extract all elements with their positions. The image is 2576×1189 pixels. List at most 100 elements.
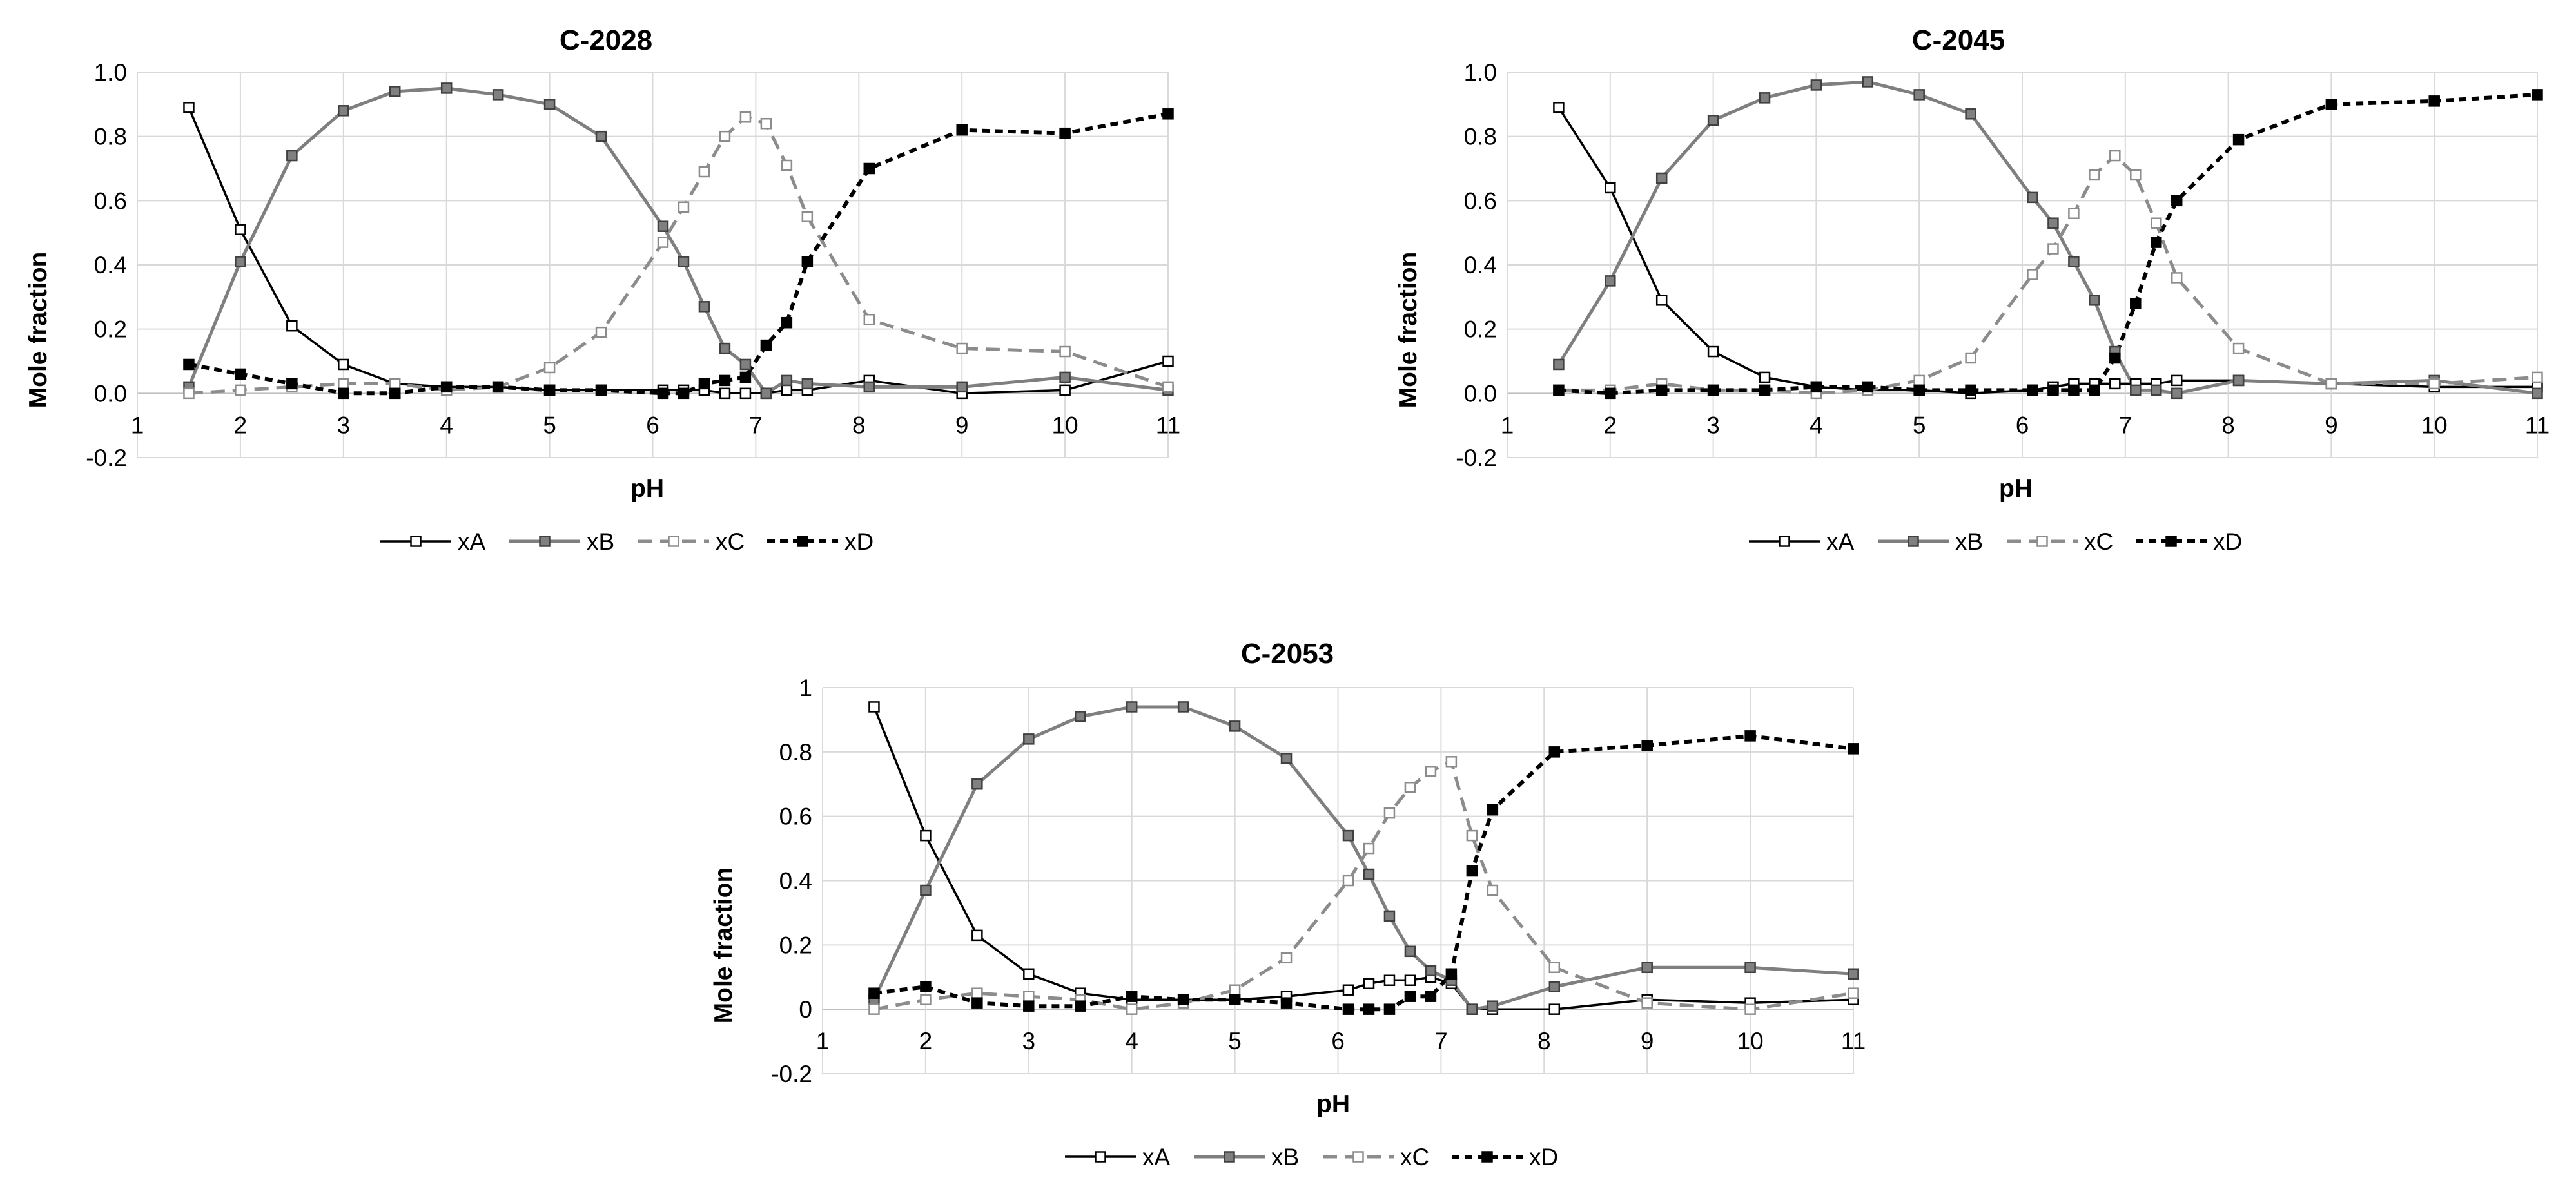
y-tick-label: 0.0 — [1464, 380, 1497, 407]
legend-label-xC: xC — [2084, 528, 2113, 555]
x-tick-label: 3 — [1022, 1028, 1036, 1054]
data-point-xD — [389, 387, 401, 400]
y-tick-label: -0.2 — [1456, 445, 1497, 471]
legend-marker-xC — [668, 536, 679, 547]
data-point-xB — [595, 130, 607, 142]
data-point-xA — [739, 387, 752, 400]
data-point-xC — [2232, 342, 2245, 354]
data-point-xD — [1445, 968, 1458, 980]
x-tick-label: 11 — [2525, 412, 2550, 438]
data-point-xC — [1848, 987, 1859, 999]
data-point-xA — [1605, 182, 1616, 194]
y-tick-label: 0.0 — [94, 380, 127, 407]
x-tick-label: 4 — [440, 412, 453, 438]
y-tick-label: 0.8 — [779, 739, 812, 766]
legend-marker-xC — [2036, 536, 2048, 547]
data-point-xB — [657, 220, 669, 232]
data-point-xA — [719, 387, 731, 400]
x-tick-label: 6 — [1331, 1028, 1345, 1054]
data-point-xC — [1425, 766, 1437, 777]
data-point-xD — [595, 384, 607, 396]
x-tick-label: 6 — [2016, 412, 2029, 438]
data-point-xC — [1162, 381, 1174, 393]
data-point-xC — [1641, 997, 1653, 1009]
x-tick-label: 5 — [1913, 412, 1926, 438]
y-tick-label: 0.2 — [1464, 316, 1497, 343]
legend-label-xC: xC — [1400, 1144, 1429, 1170]
data-point-xB — [1605, 275, 1616, 287]
y-tick-label: 0.8 — [1464, 124, 1497, 150]
data-point-xD — [868, 987, 880, 999]
data-point-xB — [2532, 387, 2543, 400]
data-point-xA — [338, 358, 349, 371]
x-axis-title: pH — [1316, 1090, 1350, 1118]
data-point-xD — [1059, 127, 1071, 139]
data-point-xC — [2325, 378, 2337, 390]
data-point-xC — [868, 1003, 880, 1015]
data-point-xC — [1744, 1003, 1756, 1015]
data-point-xB — [698, 301, 710, 313]
data-point-xB — [1466, 1003, 1478, 1015]
legend-marker-xD — [1481, 1151, 1493, 1163]
data-point-xA — [1162, 355, 1174, 367]
data-point-xC — [956, 342, 968, 354]
x-tick-label: 10 — [1052, 412, 1078, 438]
data-point-xC — [1229, 984, 1241, 996]
data-point-xA — [1655, 295, 1668, 306]
data-point-xA — [868, 701, 880, 713]
data-point-xD — [971, 997, 983, 1009]
data-point-xA — [1383, 974, 1396, 986]
data-point-xD — [440, 381, 453, 393]
data-point-xB — [1848, 968, 1859, 980]
data-point-xA — [1548, 1003, 1561, 1015]
data-point-xA — [1404, 974, 1416, 986]
x-tick-label: 7 — [749, 412, 763, 438]
legend-label-xB: xB — [1955, 528, 1983, 555]
data-point-xC — [1363, 842, 1375, 855]
chart-title: C-2028 — [560, 24, 652, 56]
data-point-xD — [863, 162, 875, 175]
data-point-xB — [781, 374, 793, 387]
data-point-xB — [1229, 720, 1241, 732]
data-point-xD — [920, 981, 932, 992]
data-point-xB — [760, 387, 772, 400]
chart-title: C-2053 — [1241, 638, 1334, 670]
y-tick-label: 0.6 — [94, 188, 127, 214]
data-point-xB — [1075, 711, 1086, 722]
data-point-xB — [1548, 981, 1561, 992]
data-point-xD — [781, 316, 793, 329]
data-point-xC — [2428, 378, 2440, 390]
series-line-xB — [187, 86, 1169, 395]
y-tick-label: 0.4 — [779, 868, 812, 894]
data-point-xC — [760, 117, 772, 130]
y-tick-label: 0.8 — [94, 124, 127, 150]
series-line-xB — [1557, 80, 2538, 395]
x-tick-label: 1 — [1501, 412, 1514, 438]
legend-label-xD: xD — [2213, 528, 2242, 555]
data-point-xD — [2047, 384, 2059, 396]
data-point-xD — [1744, 730, 1756, 742]
data-point-xC — [1023, 991, 1035, 1002]
data-point-xD — [543, 384, 556, 396]
data-point-xD — [1126, 991, 1138, 1002]
series-line-xD — [188, 111, 1169, 396]
data-point-xC — [863, 313, 875, 325]
legend-marker-xA — [1779, 536, 1790, 547]
data-point-xD — [698, 378, 710, 390]
data-point-xD — [286, 378, 298, 390]
data-point-xD — [2532, 89, 2543, 101]
data-point-xA — [920, 829, 932, 842]
data-point-xD — [338, 387, 349, 400]
data-point-xB — [801, 378, 814, 390]
data-point-xA — [1759, 371, 1771, 383]
data-point-xC — [678, 201, 690, 213]
y-tick-label: 1.0 — [94, 59, 127, 86]
legend-marker-xA — [410, 536, 422, 547]
data-point-xB — [739, 358, 752, 371]
data-point-xD — [1280, 997, 1293, 1009]
data-point-xB — [389, 86, 401, 97]
y-tick-label: 1 — [799, 675, 812, 701]
data-point-xD — [1810, 381, 1822, 393]
data-point-xC — [1487, 884, 1499, 896]
chart-c-2045: C-2045 Mole fraction pH -0.2 0.0 0.2 0.4 0.6… — [1394, 24, 2550, 555]
